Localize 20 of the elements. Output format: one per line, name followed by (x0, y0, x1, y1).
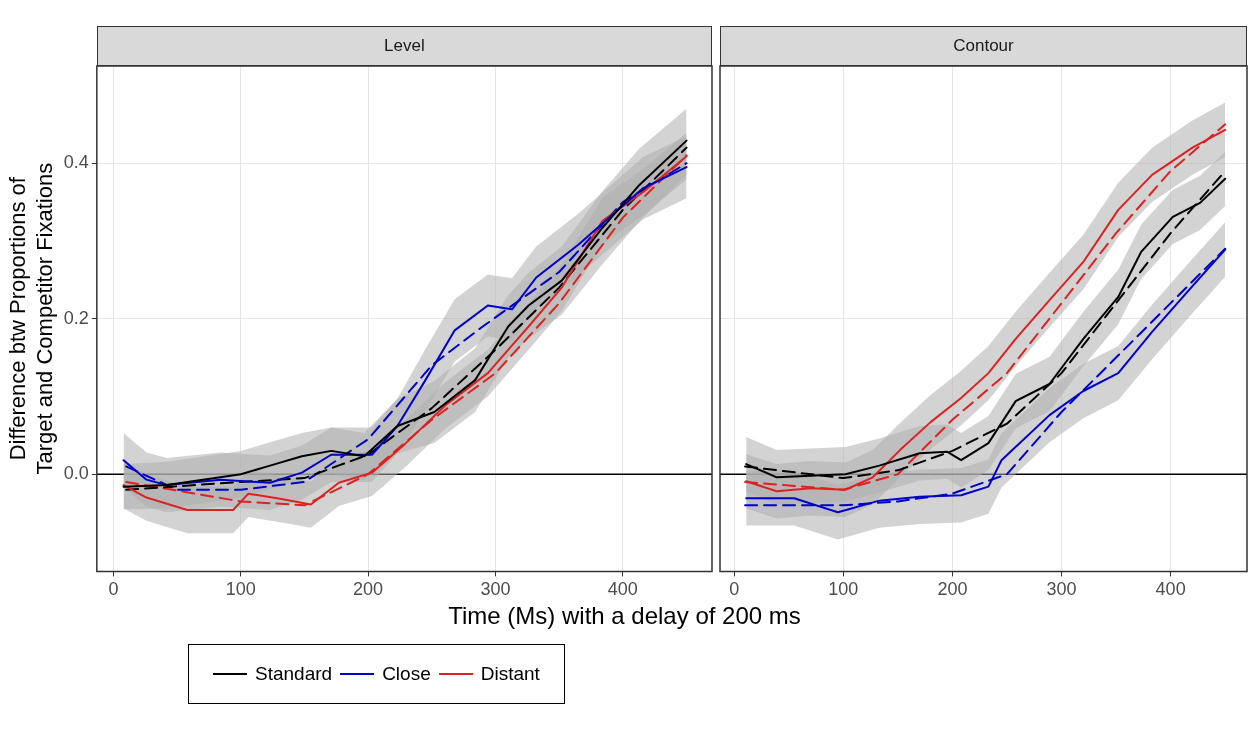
legend-label: Distant (480, 663, 540, 685)
x-tick-label: 300 (480, 579, 511, 600)
y-tick-label: 0.4 (63, 152, 89, 173)
x-tick-label: 0 (729, 579, 740, 600)
x-tick-label: 0 (108, 579, 119, 600)
x-tick-label: 400 (607, 579, 638, 600)
x-tick-label: 300 (1046, 579, 1077, 600)
y-tick-label: 0.0 (63, 463, 89, 484)
x-tick-label: 200 (937, 579, 968, 600)
x-axis-title: Time (Ms) with a delay of 200 ms (447, 602, 802, 630)
x-tick-label: 200 (353, 579, 384, 600)
y-tick-label: 0.2 (63, 307, 89, 328)
x-tick-label: 100 (225, 579, 256, 600)
x-tick-label: 100 (828, 579, 859, 600)
legend-label: Close (382, 663, 431, 685)
chart-title: Contour (720, 26, 1247, 66)
legend-label: Standard (255, 663, 333, 685)
chart-title: Level (96, 26, 712, 66)
y-axis-title: Difference btw Proportions of Target and Competitor Fixations (5, 162, 57, 475)
x-tick-label: 400 (1155, 579, 1186, 600)
